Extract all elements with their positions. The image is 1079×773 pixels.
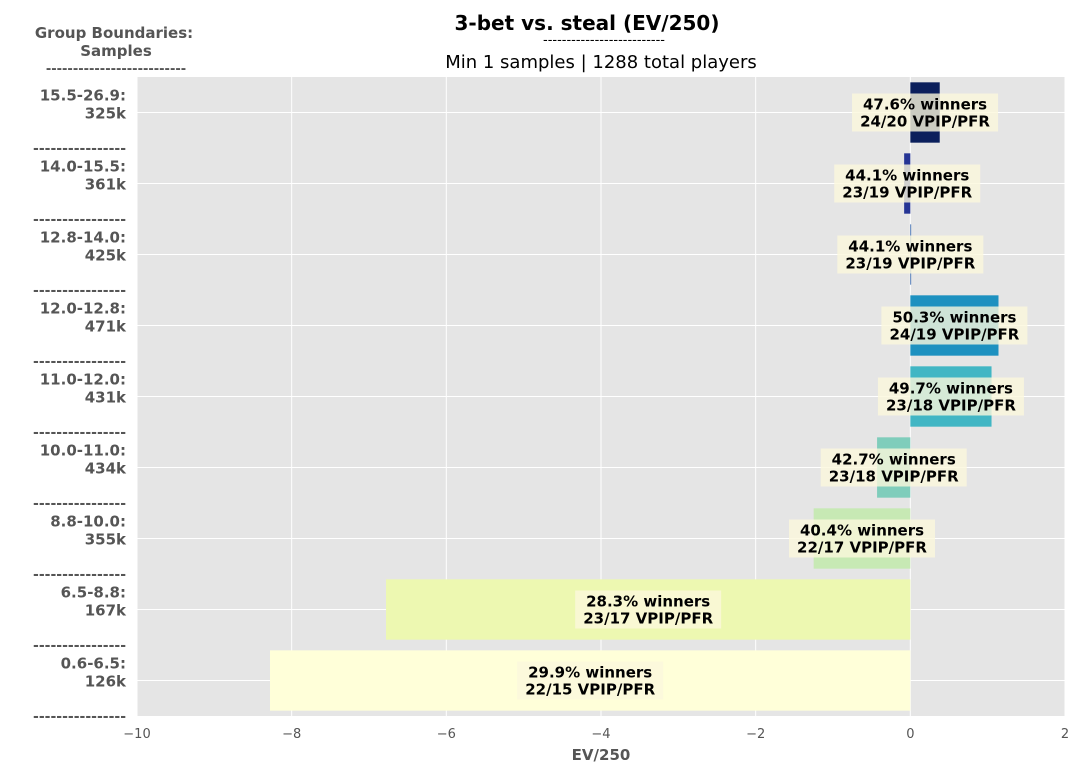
chart-subtitle: Min 1 samples | 1288 total players [445,52,757,73]
bar-label-box [820,448,967,487]
x-tick-label: −10 [123,727,150,742]
bar-label-winners: 50.3% winners [892,309,1016,327]
x-tick-label: 0 [906,727,914,742]
y-label-samples: 431k [85,389,127,407]
y-label-range: 8.8-10.0: [50,513,126,531]
y-label-separator: ---------------- [33,354,126,370]
bar-label-box [877,377,1024,416]
y-label-range: 12.8-14.0: [40,229,126,247]
chart-title: 3-bet vs. steal (EV/250) [455,11,720,35]
bar-label-vpip-pfr: 23/18 VPIP/PFR [886,397,1016,415]
bar-label-winners: 44.1% winners [848,238,972,256]
y-label-samples: 167k [85,602,127,620]
bar-label-box [834,164,981,203]
y-label-separator: ---------------- [33,283,126,299]
y-tick-labels: 15.5-26.9:325k----------------14.0-15.5:… [33,87,127,726]
y-label-range: 0.6-6.5: [61,655,126,673]
bar-label-box [852,93,999,132]
bar-label-box [517,661,664,700]
bar-label-vpip-pfr: 22/17 VPIP/PFR [797,539,927,557]
y-label-range: 14.0-15.5: [40,158,126,176]
y-label-separator: ---------------- [33,567,126,583]
y-label-range: 6.5-8.8: [61,584,126,602]
y-label-separator: ---------------- [33,425,126,441]
bar-label-vpip-pfr: 24/19 VPIP/PFR [889,326,1019,344]
bar-label-vpip-pfr: 23/19 VPIP/PFR [842,184,972,202]
bar-label-winners: 44.1% winners [845,167,969,185]
bar-label-box [575,590,722,629]
group-header-line2: Samples [80,42,152,60]
bar-label-vpip-pfr: 24/20 VPIP/PFR [860,113,990,131]
bar-label-winners: 40.4% winners [800,522,924,540]
bar-label-winners: 29.9% winners [528,664,652,682]
bar-label-box [881,306,1028,345]
x-tick-label: −4 [591,727,610,742]
y-label-samples: 355k [85,531,127,549]
bar-label-winners: 42.7% winners [832,451,956,469]
x-axis-label: EV/250 [572,746,631,764]
bar-label-box [789,519,935,558]
group-header-rule: -------------------------- [46,62,186,77]
y-label-range: 12.0-12.8: [40,300,126,318]
group-header-line1: Group Boundaries: [35,24,193,42]
y-label-range: 11.0-12.0: [40,371,126,389]
y-label-samples: 425k [85,247,127,265]
y-label-samples: 325k [85,105,127,123]
y-label-samples: 471k [85,318,127,336]
y-label-separator: ---------------- [33,709,126,725]
y-label-separator: ---------------- [33,496,126,512]
y-label-range: 15.5-26.9: [40,87,126,105]
bar-label-vpip-pfr: 23/19 VPIP/PFR [845,255,975,273]
y-label-samples: 361k [85,176,127,194]
x-tick-label: −6 [437,727,456,742]
bar-label-vpip-pfr: 23/18 VPIP/PFR [829,468,959,486]
chart-title-rule: -------------------------- [543,33,665,48]
y-label-samples: 434k [85,460,127,478]
y-label-samples: 126k [85,673,127,691]
y-label-separator: ---------------- [33,212,126,228]
bar-label-vpip-pfr: 23/17 VPIP/PFR [583,610,713,628]
bar-label-winners: 47.6% winners [863,96,987,114]
bar-label-winners: 28.3% winners [586,593,710,611]
x-tick-label: −2 [746,727,765,742]
x-tick-labels: −10 −8 −6 −4 −2 0 2 [123,727,1069,742]
y-label-range: 10.0-11.0: [40,442,126,460]
y-label-separator: ---------------- [33,141,126,157]
x-tick-label: 2 [1061,727,1069,742]
x-tick-label: −8 [282,727,301,742]
bar-label-box [837,235,984,274]
y-label-separator: ---------------- [33,638,126,654]
bar-label-winners: 49.7% winners [889,380,1013,398]
bar-label-vpip-pfr: 22/15 VPIP/PFR [525,681,655,699]
